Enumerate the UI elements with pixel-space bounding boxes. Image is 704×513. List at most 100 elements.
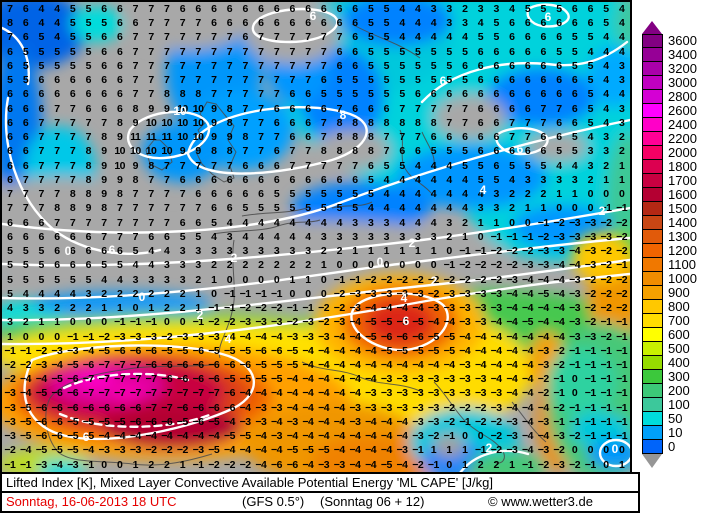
li-value: 0 [571, 387, 578, 400]
li-value: 6 [226, 202, 233, 215]
li-value: 6 [556, 131, 562, 144]
li-value: 8 [352, 116, 358, 129]
li-value: −3 [365, 287, 377, 300]
li-value: −4 [522, 359, 534, 371]
li-value: 6 [242, 188, 248, 201]
li-value: −3 [443, 302, 455, 315]
li-value: −1 [537, 216, 549, 229]
li-value: −4 [506, 401, 518, 414]
li-value: 4 [430, 173, 437, 186]
li-value: 5 [540, 3, 547, 15]
li-value: 3 [367, 216, 374, 229]
li-value: 3 [195, 245, 201, 258]
li-value: 4 [587, 45, 594, 58]
li-value: 6 [493, 116, 499, 129]
li-value: −3 [349, 302, 361, 315]
li-value: 5 [477, 173, 484, 186]
li-value: −1 [600, 359, 612, 371]
li-value: −4 [349, 373, 361, 386]
legend-value: 500 [668, 341, 690, 356]
li-value: −3 [4, 430, 16, 443]
legend-row: 1800 [642, 160, 697, 174]
li-value: 5 [367, 31, 374, 44]
li-value: 0 [258, 273, 264, 286]
li-value: −2 [537, 458, 549, 471]
li-value: 6 [54, 259, 60, 272]
li-value: −5 [286, 444, 298, 457]
li-value: 4 [22, 287, 29, 300]
li-value: 5 [399, 159, 405, 172]
li-value: 10 [114, 159, 125, 172]
li-value: 0 [383, 259, 390, 272]
li-value: 5 [430, 59, 437, 72]
li-value: −1 [286, 302, 298, 315]
li-value: 0 [116, 458, 123, 471]
li-value: −4 [396, 415, 408, 428]
li-value: −3 [474, 287, 486, 300]
li-value: 7 [195, 159, 201, 172]
li-value: 5 [587, 116, 594, 129]
li-value: 6 [116, 31, 123, 44]
li-value: −3 [396, 387, 408, 400]
li-value: 10 [145, 116, 157, 129]
li-grid-row: −1 −1 −2 −3 −3 −4 −5 −6 −6 −6 −5 −5 −6 −5 −5 −5 −6 −6 −5 −4… [2, 344, 630, 358]
li-value: −5 [286, 344, 298, 357]
li-value: −1 [302, 302, 314, 315]
li-value: 6 [289, 131, 296, 144]
li-value: 6 [101, 59, 107, 72]
li-value: −3 [286, 330, 298, 343]
li-value: −4 [412, 302, 424, 315]
li-value: 5 [320, 188, 327, 201]
li-value: 0 [336, 259, 343, 272]
li-value: −1 [443, 430, 455, 443]
li-value: 7 [148, 45, 154, 58]
li-value: 3 [132, 273, 139, 286]
li-value: 5 [273, 202, 280, 215]
li-value: 6 [509, 88, 515, 101]
li-value: −2 [427, 273, 439, 286]
li-value: −1 [459, 245, 471, 258]
li-value: 5 [85, 3, 92, 15]
li-value: −5 [286, 359, 298, 371]
li-value: 0 [524, 216, 531, 229]
legend-value: 3400 [668, 47, 697, 62]
li-value: −3 [474, 316, 486, 329]
li-value: −2 [333, 287, 345, 300]
li-grid-row: 6 6 7 7 7 8 9 10 10 10 10 9 9 8 8 7 7 6 7 7 8 8 8 8 7 6 6 5 5 5 6 6 6 6 6 5… [2, 144, 630, 158]
li-value: −1 [412, 444, 424, 457]
li-value: −2 [584, 287, 596, 300]
li-value: 7 [211, 159, 217, 172]
li-value: 7 [164, 188, 170, 201]
li-value: 6 [289, 88, 296, 101]
li-value: 3 [603, 131, 609, 144]
li-value: 6 [493, 159, 499, 172]
li-value: 0 [101, 458, 107, 471]
li-value: −4 [569, 259, 581, 272]
li-value: −6 [255, 344, 267, 357]
li-value: 5 [367, 17, 374, 30]
li-value: 6 [22, 102, 29, 115]
li-value: 6 [22, 3, 29, 15]
li-value: 4 [148, 245, 154, 258]
li-value: −6 [35, 415, 47, 428]
li-value: 6 [462, 88, 468, 101]
li-value: −7 [114, 373, 126, 386]
li-value: −3 [569, 316, 581, 329]
li-value: 7 [101, 216, 107, 229]
li-value: −5 [161, 344, 173, 357]
li-value: −1 [616, 415, 628, 428]
li-value: 3 [493, 202, 499, 215]
li-value: 4 [415, 216, 421, 229]
li-value: 5 [69, 59, 76, 72]
li-value: 0 [618, 188, 625, 201]
li-value: −4 [349, 458, 361, 471]
li-value: 6 [430, 88, 437, 101]
li-value: 7 [430, 102, 437, 115]
li-value: −6 [35, 430, 47, 443]
li-value: −3 [239, 415, 251, 428]
li-value: −4 [522, 415, 534, 428]
li-value: 6 [524, 88, 531, 101]
caption-title-row: Lifted Index [K], Mixed Layer Convective… [2, 474, 638, 491]
